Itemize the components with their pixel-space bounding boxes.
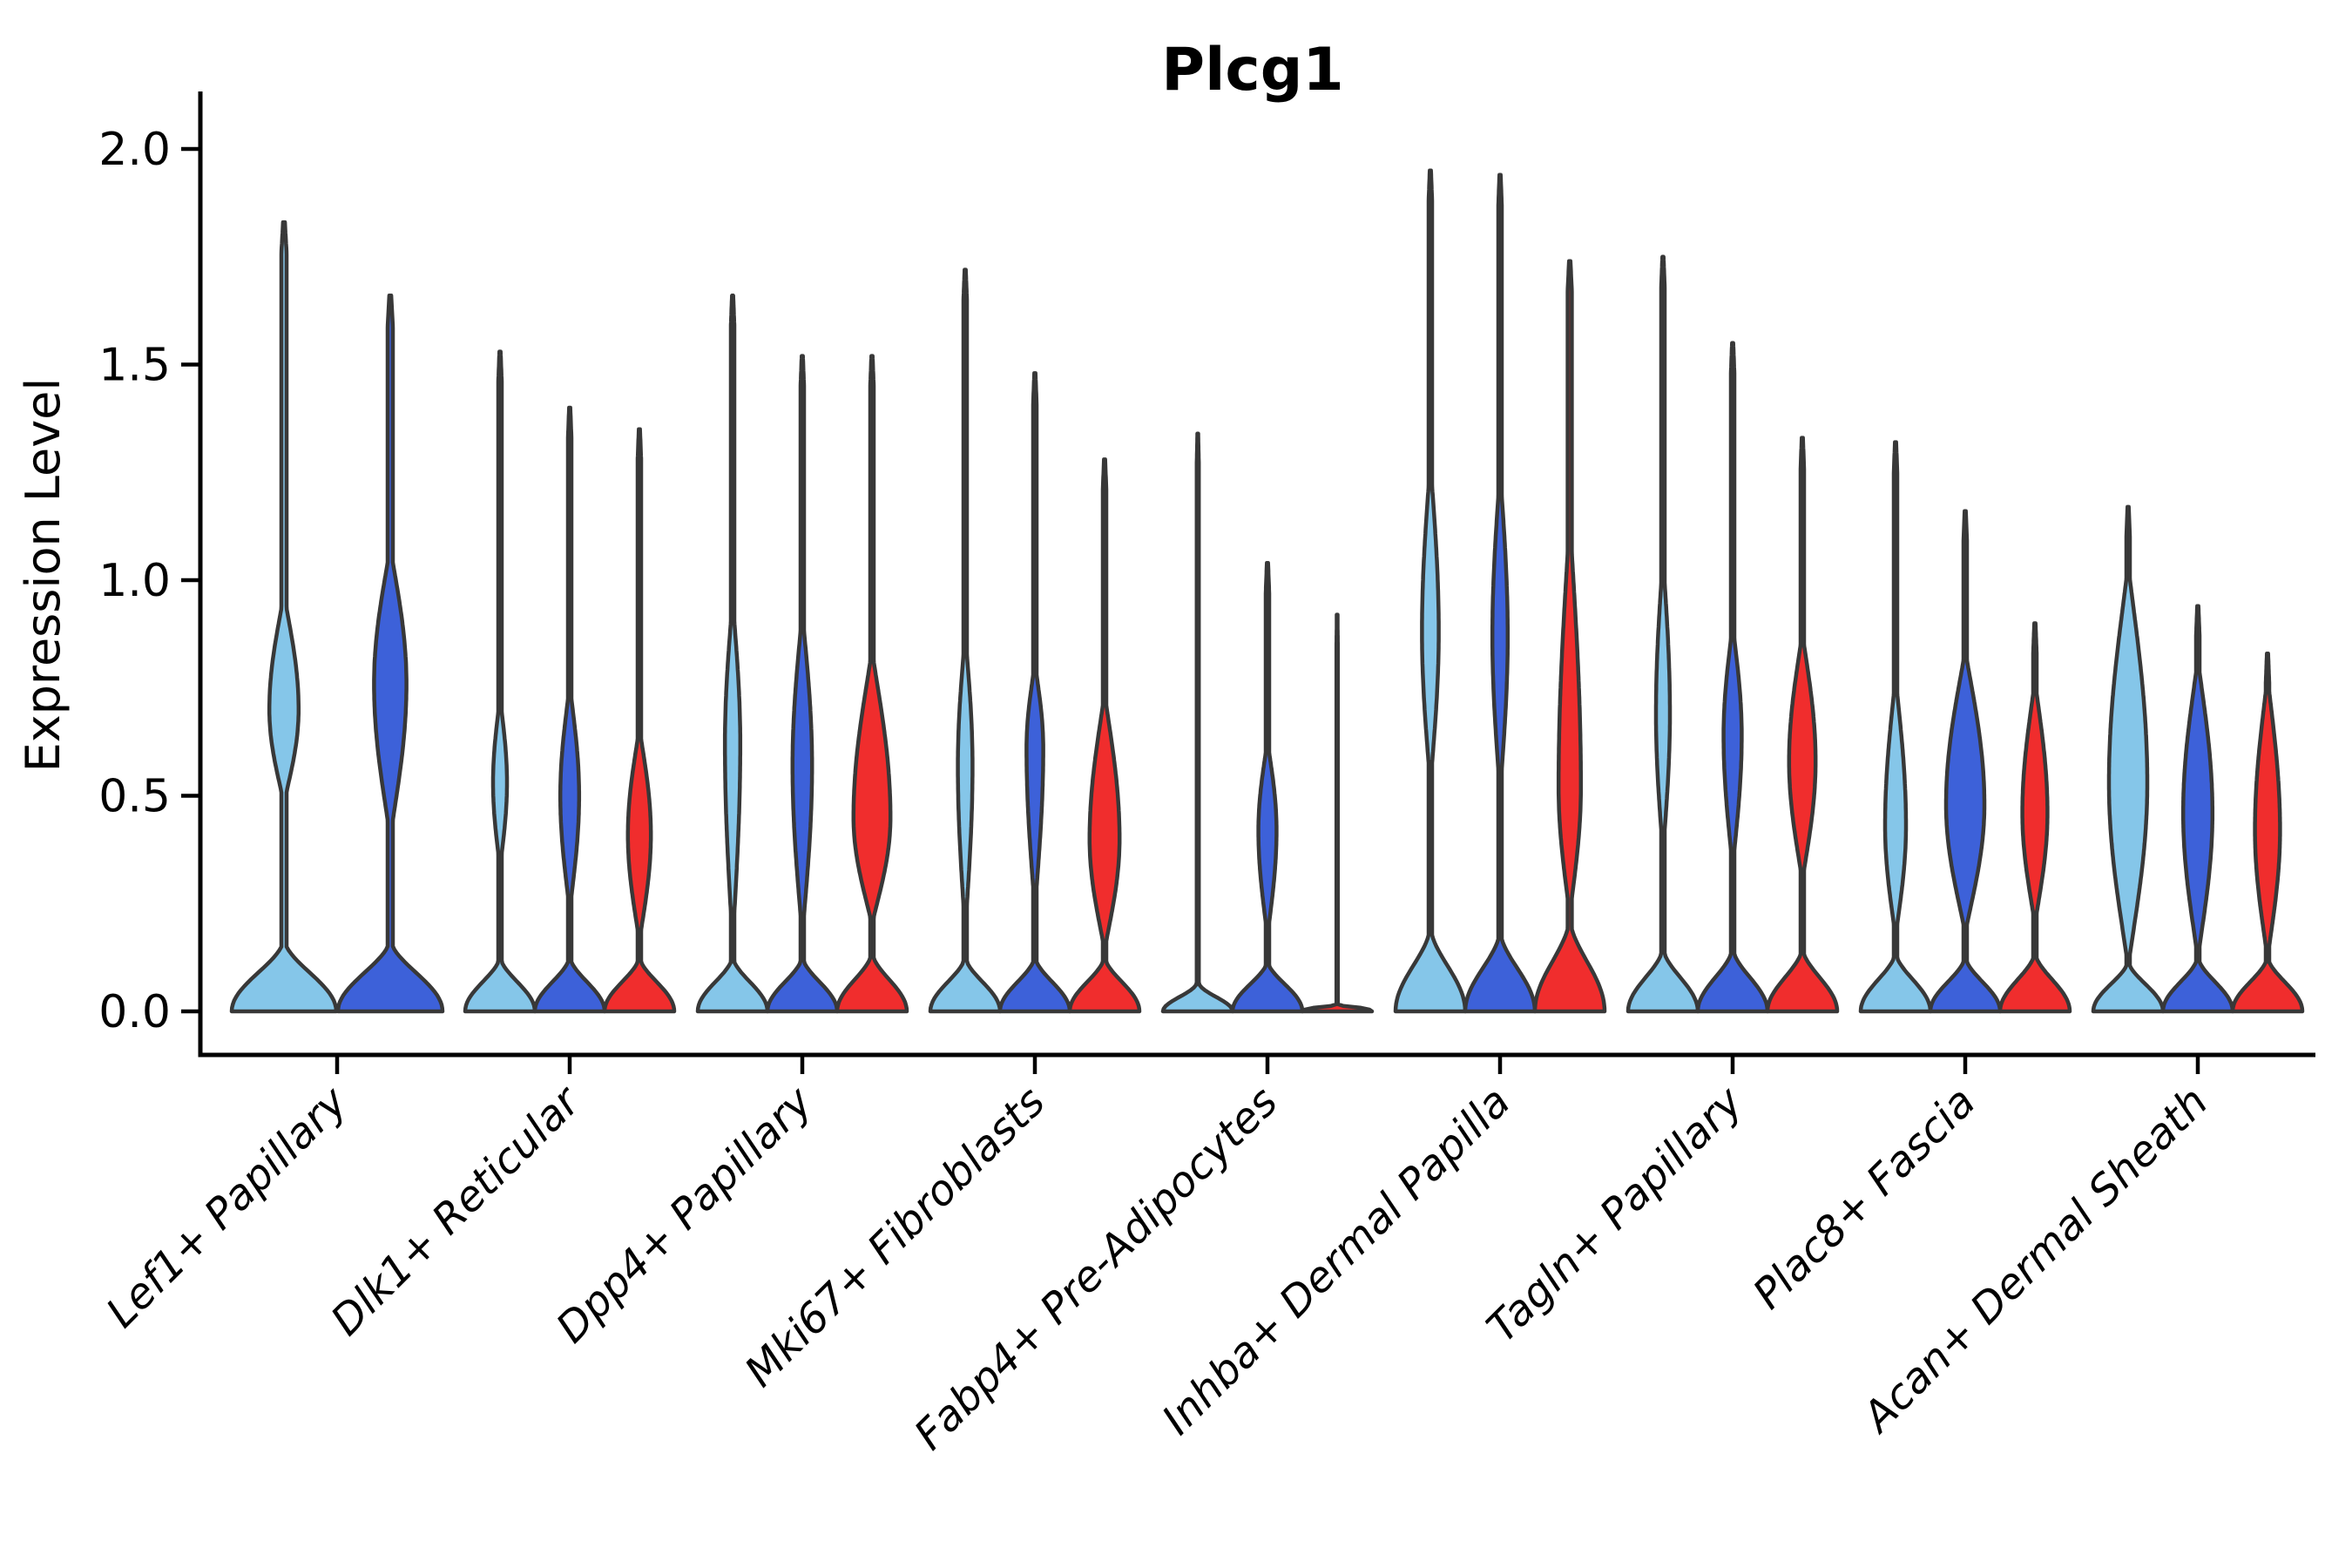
violins-layer <box>229 168 2305 1014</box>
violin-plac8-light-blue <box>1858 440 1933 1014</box>
violin-inhba-royal-blue <box>1463 172 1538 1014</box>
x-tick-label: Tagln+ Papillary <box>1477 1077 1753 1352</box>
violin-mki67-royal-blue <box>997 371 1072 1014</box>
violin-inhba-red <box>1532 259 1607 1014</box>
violin-tagln-light-blue <box>1625 254 1700 1014</box>
violin-tagln-red <box>1765 436 1840 1014</box>
x-tick-label: Plac8+ Fascia <box>1744 1078 1985 1319</box>
violin-plac8-red <box>1997 621 2072 1014</box>
violin-lef1-light-blue <box>229 220 339 1014</box>
x-tick-label: Dpp4+ Papillary <box>547 1077 822 1352</box>
violin-dpp4-light-blue <box>695 294 770 1014</box>
y-axis-label: Expression Level <box>16 378 71 773</box>
x-tick-label: Dlk1+ Reticular <box>321 1076 591 1346</box>
violin-dlk1-royal-blue <box>532 405 607 1014</box>
y-ticks: 0.0 0.5 1.0 1.5 2.0 <box>98 124 200 1038</box>
y-tick-label: 1.5 <box>98 340 171 392</box>
chart-title: Plcg1 <box>1161 36 1343 105</box>
violin-acan-royal-blue <box>2160 604 2235 1014</box>
violin-fabp4-light-blue <box>1160 431 1235 1014</box>
x-tick-label: Lef1+ Papillary <box>97 1077 357 1337</box>
violin-lef1-royal-blue <box>335 294 445 1014</box>
violin-dpp4-royal-blue <box>765 354 840 1014</box>
y-tick-label: 1.0 <box>98 555 171 607</box>
violin-dlk1-red <box>602 427 677 1014</box>
violin-fabp4-red <box>1300 612 1375 1014</box>
violin-inhba-light-blue <box>1393 168 1468 1014</box>
violin-acan-red <box>2230 651 2305 1014</box>
y-tick-label: 0.0 <box>98 986 171 1038</box>
violin-mki67-red <box>1067 457 1142 1014</box>
violin-acan-light-blue <box>2091 504 2166 1014</box>
violin-mki67-light-blue <box>928 267 1003 1014</box>
y-tick-label: 0.5 <box>98 771 171 823</box>
violin-dpp4-red <box>835 354 909 1014</box>
violin-dlk1-light-blue <box>463 349 537 1014</box>
violin-plac8-royal-blue <box>1928 509 2003 1014</box>
violin-tagln-royal-blue <box>1695 341 1770 1014</box>
y-tick-label: 2.0 <box>98 124 171 176</box>
violin-fabp4-royal-blue <box>1230 560 1305 1014</box>
